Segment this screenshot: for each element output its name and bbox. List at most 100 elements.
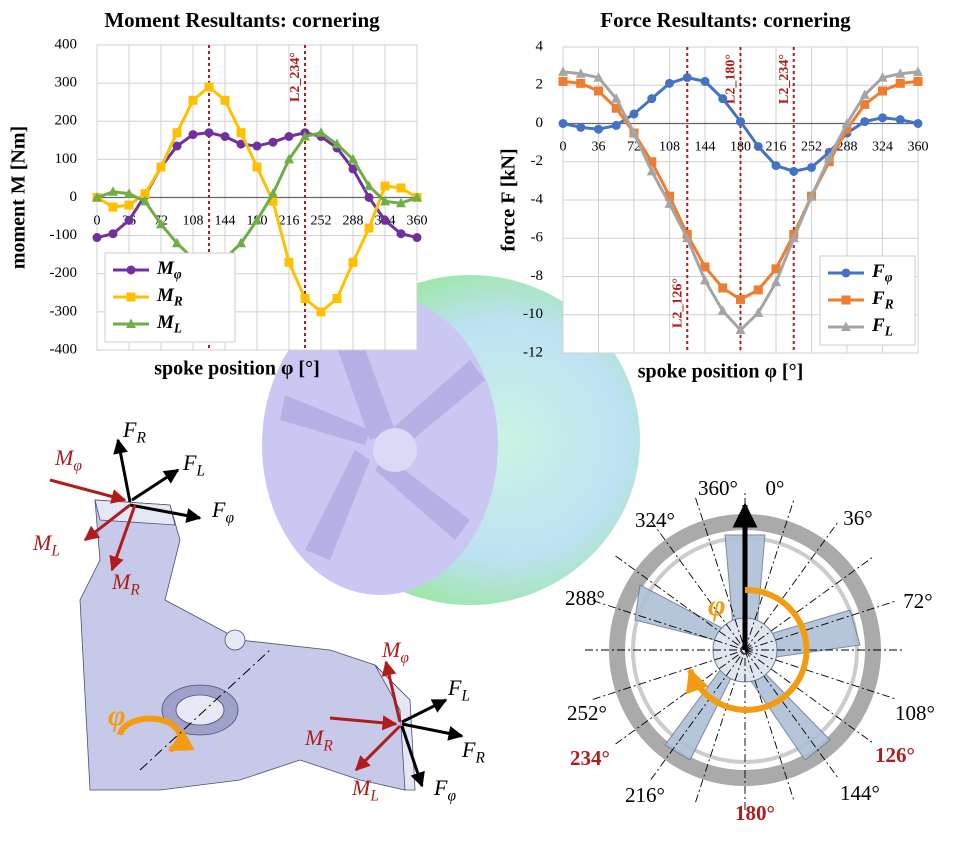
- force-arrow: [354, 724, 402, 772]
- y-tick-label: 100: [55, 151, 78, 167]
- x-tick-label: 288: [343, 214, 364, 229]
- vector-label: FL: [447, 675, 470, 704]
- legend-label: FR: [871, 288, 894, 311]
- x-tick-label: 108: [183, 214, 204, 229]
- data-point: [611, 120, 621, 130]
- data-point: [172, 128, 182, 138]
- data-point: [92, 192, 102, 202]
- data-point: [124, 188, 134, 198]
- vector-label: Mφ: [54, 445, 82, 474]
- x-tick-label: 252: [311, 214, 332, 229]
- y-tick-label: -8: [531, 268, 544, 284]
- data-point: [558, 66, 568, 76]
- angle-label: 288°: [565, 586, 605, 610]
- data-point: [268, 188, 278, 198]
- data-point: [576, 78, 586, 88]
- x-axis-label: spoke position φ [°]: [638, 361, 804, 383]
- legend-marker: [841, 268, 851, 278]
- data-point: [736, 117, 745, 127]
- data-point: [647, 94, 657, 104]
- vector-label: ML: [32, 530, 60, 559]
- data-point: [140, 189, 150, 199]
- y-axis-label: force F [kN]: [498, 148, 520, 251]
- data-point: [842, 118, 852, 128]
- data-point: [268, 196, 278, 206]
- y-tick-label: -4: [531, 191, 544, 207]
- y-tick-label: -2: [531, 153, 544, 169]
- data-point: [204, 82, 214, 92]
- force-arrow: [129, 503, 202, 523]
- data-point: [204, 128, 214, 138]
- data-point: [665, 78, 674, 88]
- data-point: [380, 195, 390, 206]
- data-point: [594, 124, 603, 134]
- vector-label: MR: [111, 569, 140, 598]
- data-point: [735, 324, 746, 335]
- y-axis-label: moment M [Nm]: [8, 126, 30, 269]
- vector-label: Mφ: [381, 637, 409, 666]
- y-tick-label: -300: [50, 303, 78, 319]
- y-tick-label: -100: [50, 227, 78, 243]
- x-tick-label: 144: [695, 140, 716, 155]
- data-point: [736, 294, 745, 304]
- data-point: [348, 257, 358, 267]
- data-point: [895, 68, 906, 78]
- force-arrow: [401, 722, 464, 741]
- angle-label: 252°: [567, 701, 607, 725]
- data-point: [124, 200, 134, 210]
- data-point: [332, 138, 342, 149]
- legend-label: MR: [156, 285, 183, 308]
- x-tick-label: 180: [730, 140, 751, 155]
- data-point: [284, 153, 294, 164]
- angle-label: 180°: [735, 801, 775, 825]
- legend-marker: [841, 321, 851, 331]
- data-point: [300, 131, 310, 141]
- y-tick-label: -12: [523, 344, 543, 360]
- data-point: [92, 233, 102, 243]
- data-point: [913, 119, 923, 128]
- data-point: [380, 181, 390, 191]
- x-tick-label: 360: [908, 140, 929, 155]
- rotation-label: φ: [108, 699, 126, 732]
- data-point: [771, 161, 781, 171]
- data-point: [140, 195, 150, 206]
- reference-label: L2_126°: [670, 278, 685, 328]
- data-point: [268, 137, 278, 147]
- x-tick-label: 144: [215, 214, 236, 229]
- data-point: [878, 86, 887, 96]
- vector-label: MR: [304, 725, 333, 754]
- angle-label: 144°: [840, 781, 880, 805]
- data-point: [575, 68, 586, 78]
- legend-label: ML: [156, 312, 182, 335]
- data-point: [284, 257, 294, 267]
- legend-marker: [126, 318, 136, 328]
- rotation-label: φ: [708, 589, 726, 622]
- y-tick-label: 300: [55, 75, 78, 91]
- data-point: [108, 202, 118, 212]
- angle-label: 36°: [843, 506, 872, 530]
- data-point: [364, 193, 374, 202]
- data-point: [236, 128, 246, 138]
- data-point: [396, 229, 406, 239]
- data-point: [108, 186, 118, 196]
- data-point: [396, 183, 406, 193]
- data-point: [753, 285, 763, 295]
- y-tick-label: -6: [531, 230, 544, 246]
- data-point: [558, 76, 568, 86]
- data-point: [611, 93, 622, 103]
- data-point: [332, 294, 342, 304]
- data-point: [718, 94, 728, 104]
- data-point: [594, 86, 603, 96]
- legend-label: Fφ: [871, 261, 893, 284]
- data-point: [412, 192, 422, 202]
- x-tick-label: 0: [560, 140, 567, 155]
- data-point: [220, 132, 230, 141]
- data-point: [236, 139, 246, 149]
- data-point: [878, 113, 887, 123]
- data-point: [284, 132, 294, 141]
- data-point: [718, 283, 728, 293]
- data-point: [806, 190, 817, 201]
- y-tick-label: 400: [55, 36, 78, 52]
- angle-label: 108°: [895, 701, 935, 725]
- data-point: [789, 166, 799, 176]
